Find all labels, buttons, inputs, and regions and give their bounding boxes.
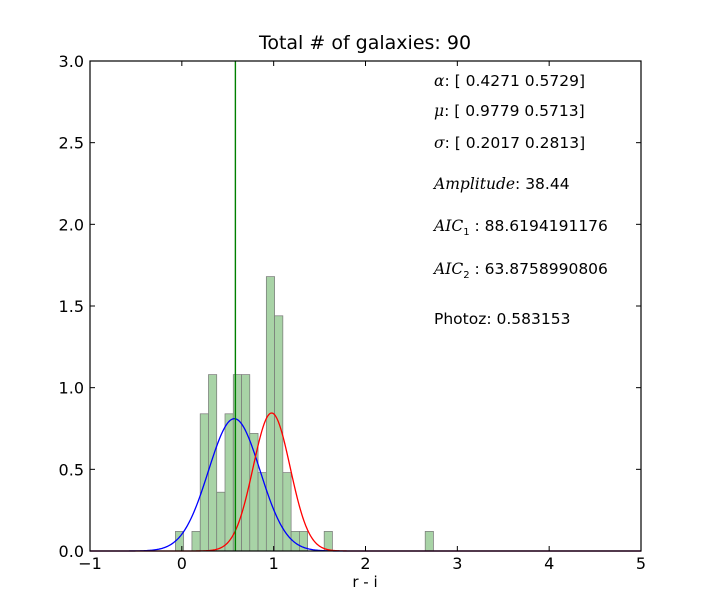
fit-annotations: α: [ 0.4271 0.5729] μ: [ 0.9779 0.5713] σ:… xyxy=(432,72,608,328)
y-axis-ticks: 0.0 0.5 1.0 1.5 2.0 2.5 3.0 xyxy=(59,52,641,561)
x-axis-label: r - i xyxy=(352,573,377,591)
x-tick-label: 0 xyxy=(177,554,187,573)
fit-annotation: σ: [ 0.2017 0.2813] xyxy=(434,134,585,152)
histogram-bar xyxy=(241,374,251,552)
x-tick-label: 2 xyxy=(360,554,370,573)
histogram-bar xyxy=(323,531,333,552)
y-tick-label: 1.5 xyxy=(59,297,84,316)
fit-annotation: Photoz: 0.583153 xyxy=(434,310,570,328)
fit-annotation: AIC1 : 88.6194191176 xyxy=(432,217,608,238)
histogram-bar xyxy=(191,531,201,552)
gaussian-curve xyxy=(90,412,641,552)
y-tick-label: 0.0 xyxy=(59,542,84,561)
histogram-bar xyxy=(224,413,234,552)
gaussian-curve xyxy=(90,418,641,552)
y-tick-label: 1.0 xyxy=(59,379,84,398)
x-tick-label: 3 xyxy=(452,554,462,573)
histogram-bar xyxy=(208,374,218,552)
histogram-bar xyxy=(216,491,226,552)
fit-annotation: μ: [ 0.9779 0.5713] xyxy=(434,102,585,120)
y-tick-label: 2.0 xyxy=(59,215,84,234)
y-tick-label: 0.5 xyxy=(59,460,84,479)
fit-annotation: AIC2 : 63.8758990806 xyxy=(432,260,608,281)
chart-title: Total # of galaxies: 90 xyxy=(258,32,471,54)
x-axis-ticks: −1 0 1 2 3 4 5 xyxy=(78,61,646,573)
histogram-bar xyxy=(282,472,292,552)
y-tick-label: 3.0 xyxy=(59,52,84,71)
x-tick-label: 1 xyxy=(269,554,279,573)
x-tick-label: −1 xyxy=(78,554,102,573)
x-tick-label: 5 xyxy=(636,554,646,573)
fit-annotation: α: [ 0.4271 0.5729] xyxy=(434,72,585,90)
histogram-bar xyxy=(424,531,434,552)
y-tick-label: 2.5 xyxy=(59,134,84,153)
x-tick-label: 4 xyxy=(544,554,554,573)
fit-annotation: Amplitude: 38.44 xyxy=(432,175,570,193)
gaussian-curves xyxy=(90,412,641,552)
histogram-bars xyxy=(175,276,434,552)
